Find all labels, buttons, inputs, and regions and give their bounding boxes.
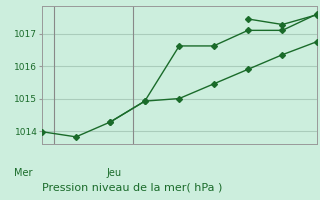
Text: Mer: Mer: [14, 168, 33, 178]
Text: Jeu: Jeu: [106, 168, 121, 178]
Text: Pression niveau de la mer( hPa ): Pression niveau de la mer( hPa ): [42, 182, 222, 192]
